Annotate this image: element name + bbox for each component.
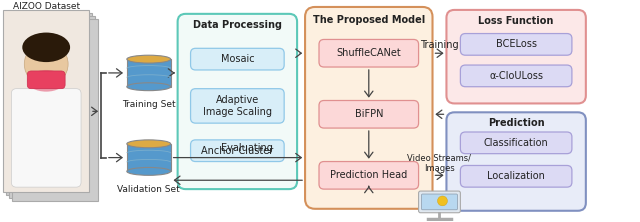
Text: ShuffleCANet: ShuffleCANet	[337, 48, 401, 58]
FancyBboxPatch shape	[319, 162, 419, 189]
Text: Training: Training	[420, 40, 459, 50]
Bar	[10, 16, 95, 198]
Text: The Proposed Model: The Proposed Model	[313, 15, 425, 25]
FancyBboxPatch shape	[191, 89, 284, 123]
Ellipse shape	[22, 33, 70, 62]
Text: Classification: Classification	[484, 138, 548, 148]
Text: Prediction: Prediction	[488, 118, 545, 128]
Ellipse shape	[127, 167, 171, 175]
Text: Video Streams/
Images: Video Streams/ Images	[408, 154, 472, 173]
Text: Prediction Head: Prediction Head	[330, 170, 408, 180]
Bar	[127, 144, 171, 171]
FancyBboxPatch shape	[460, 65, 572, 87]
Text: Data Processing: Data Processing	[193, 20, 282, 30]
FancyBboxPatch shape	[178, 14, 297, 189]
FancyBboxPatch shape	[460, 165, 572, 187]
Text: α-CIoULoss: α-CIoULoss	[489, 71, 543, 81]
FancyBboxPatch shape	[305, 7, 433, 209]
Text: BCELoss: BCELoss	[495, 39, 537, 49]
FancyBboxPatch shape	[319, 101, 419, 128]
Text: Anchor Cluster: Anchor Cluster	[201, 146, 273, 156]
Text: Validation Set: Validation Set	[117, 185, 180, 194]
Circle shape	[24, 42, 68, 86]
Text: Adaptive
Image Scaling: Adaptive Image Scaling	[203, 95, 272, 117]
FancyBboxPatch shape	[422, 194, 458, 210]
FancyBboxPatch shape	[460, 34, 572, 55]
FancyBboxPatch shape	[191, 140, 284, 162]
Ellipse shape	[127, 55, 171, 63]
FancyBboxPatch shape	[447, 10, 586, 103]
FancyBboxPatch shape	[12, 89, 81, 187]
Text: Evaluating: Evaluating	[221, 143, 273, 153]
FancyBboxPatch shape	[447, 112, 586, 211]
Bar	[127, 59, 171, 87]
Bar	[6, 13, 92, 195]
FancyBboxPatch shape	[419, 191, 460, 213]
Text: AIZOO Dataset: AIZOO Dataset	[13, 2, 80, 12]
Ellipse shape	[28, 70, 65, 92]
Text: Mosaic: Mosaic	[221, 54, 254, 64]
FancyBboxPatch shape	[460, 132, 572, 154]
Circle shape	[438, 196, 447, 206]
FancyBboxPatch shape	[319, 40, 419, 67]
Text: BiFPN: BiFPN	[355, 109, 383, 119]
FancyBboxPatch shape	[191, 48, 284, 70]
Ellipse shape	[127, 83, 171, 91]
Text: Training Set: Training Set	[122, 100, 175, 109]
Text: Loss Function: Loss Function	[479, 16, 554, 26]
Bar	[3, 10, 89, 192]
Bar	[12, 19, 98, 201]
Text: Localization: Localization	[487, 171, 545, 181]
Ellipse shape	[127, 140, 171, 148]
FancyBboxPatch shape	[28, 71, 65, 89]
